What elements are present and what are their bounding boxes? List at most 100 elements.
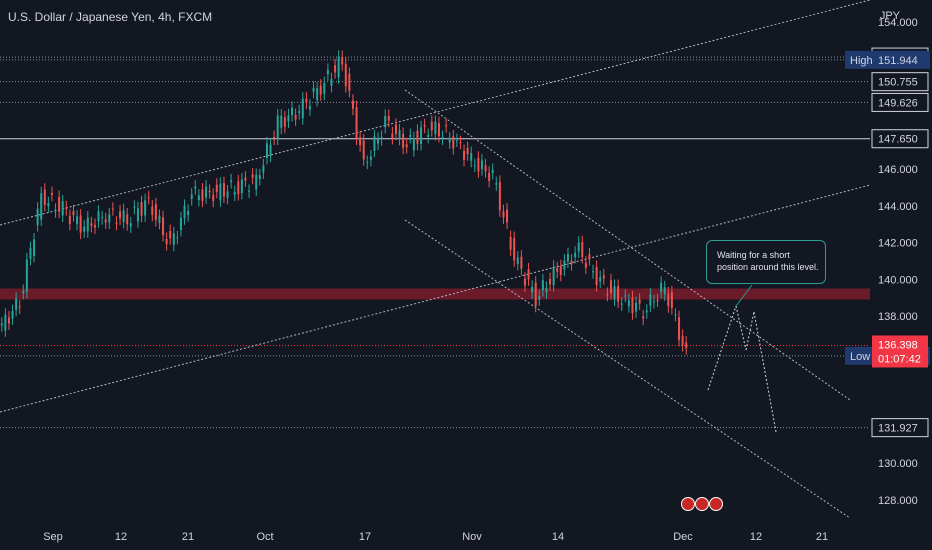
- candle-body: [172, 233, 175, 245]
- candle-body: [97, 211, 100, 222]
- candle-body: [7, 317, 10, 324]
- candle-body: [190, 194, 193, 200]
- candle-body: [563, 260, 566, 270]
- candle-body: [599, 277, 602, 282]
- candle-body: [620, 303, 623, 305]
- candle-body: [165, 238, 168, 245]
- candle-body: [355, 107, 358, 139]
- level-label-box: [871, 129, 929, 149]
- candle-body: [316, 88, 319, 101]
- candle-body: [359, 137, 362, 146]
- candle-body: [627, 300, 630, 307]
- candle-body: [531, 286, 534, 293]
- x-axis-tick-label: 17: [359, 531, 371, 543]
- candle-body: [638, 299, 641, 304]
- candle-body: [484, 165, 487, 172]
- candle-body: [488, 172, 491, 181]
- candle-body: [452, 136, 455, 149]
- candle-body: [556, 268, 559, 272]
- candle-body: [405, 144, 408, 148]
- candle-body: [448, 138, 451, 143]
- candle-body: [348, 73, 351, 91]
- candle-body: [54, 209, 57, 212]
- candle-body: [624, 295, 627, 297]
- candle-body: [642, 316, 645, 319]
- candle-body: [387, 115, 390, 121]
- candle-body: [377, 138, 380, 144]
- candle-body: [151, 206, 154, 215]
- candle-body: [305, 98, 308, 103]
- candle-body: [251, 174, 254, 178]
- candle-body: [0, 323, 3, 326]
- candle-body: [592, 271, 595, 273]
- event-flag-icon: [695, 497, 709, 511]
- candle-body: [656, 300, 659, 302]
- candle-body: [93, 224, 96, 228]
- candle-body: [609, 280, 612, 294]
- callout-pointer: [735, 284, 753, 307]
- candle-body: [312, 87, 315, 92]
- candle-body: [663, 287, 666, 295]
- candle-body: [248, 190, 251, 192]
- candle-body: [613, 285, 616, 300]
- candle-body: [183, 205, 186, 219]
- resistance-zone: [0, 288, 870, 300]
- trend-line: [0, 184, 871, 413]
- candle-body: [86, 217, 89, 232]
- candle-body: [68, 215, 71, 224]
- candle-body: [119, 211, 122, 219]
- candle-body: [169, 231, 172, 239]
- candle-body: [434, 121, 437, 135]
- candle-body: [495, 183, 498, 185]
- candle-body: [423, 125, 426, 127]
- candle-body: [58, 196, 61, 212]
- level-tag-box: [845, 50, 930, 69]
- candle-body: [466, 147, 469, 155]
- currency-label: JPY: [879, 10, 900, 22]
- candle-body: [678, 317, 681, 341]
- candle-body: [334, 65, 337, 73]
- candle-body: [262, 165, 265, 173]
- candle-body: [25, 259, 28, 292]
- candle-body: [255, 174, 258, 190]
- candle-body: [83, 226, 86, 232]
- candle-body: [43, 189, 46, 206]
- candle-body: [366, 162, 369, 164]
- candle-body: [301, 98, 304, 119]
- candle-body: [72, 211, 75, 216]
- candle-body: [276, 115, 279, 139]
- level-label-box: [871, 92, 929, 112]
- candle-body: [437, 123, 440, 137]
- y-axis-tick-label: 142.000: [878, 238, 918, 250]
- candle-body: [577, 242, 580, 252]
- candle-body: [516, 257, 519, 264]
- candle-body: [584, 262, 587, 268]
- candle-body: [144, 200, 147, 216]
- candle-body: [326, 69, 329, 75]
- candle-body: [362, 140, 365, 160]
- candle-body: [212, 194, 215, 201]
- candle-body: [15, 298, 18, 310]
- candle-body: [308, 105, 311, 110]
- candle-body: [416, 130, 419, 144]
- candle-body: [136, 208, 139, 222]
- annotation-callout[interactable]: Waiting for a short position around this…: [706, 240, 826, 284]
- candle-body: [559, 266, 562, 275]
- candle-body: [283, 117, 286, 127]
- candle-body: [244, 177, 247, 181]
- level-tag-label: High: [850, 55, 873, 67]
- candle-body: [635, 302, 638, 312]
- candle-body: [631, 297, 634, 314]
- candle-body: [649, 294, 652, 306]
- candle-body: [215, 184, 218, 192]
- candle-body: [280, 115, 283, 128]
- candle-body: [222, 183, 225, 197]
- x-axis-tick-label: Sep: [43, 531, 63, 543]
- candle-body: [101, 217, 104, 219]
- candle-body: [240, 179, 243, 193]
- candle-body: [237, 181, 240, 195]
- y-axis-tick-label: 146.000: [878, 164, 918, 176]
- candle-body: [391, 133, 394, 139]
- candle-body: [394, 124, 397, 134]
